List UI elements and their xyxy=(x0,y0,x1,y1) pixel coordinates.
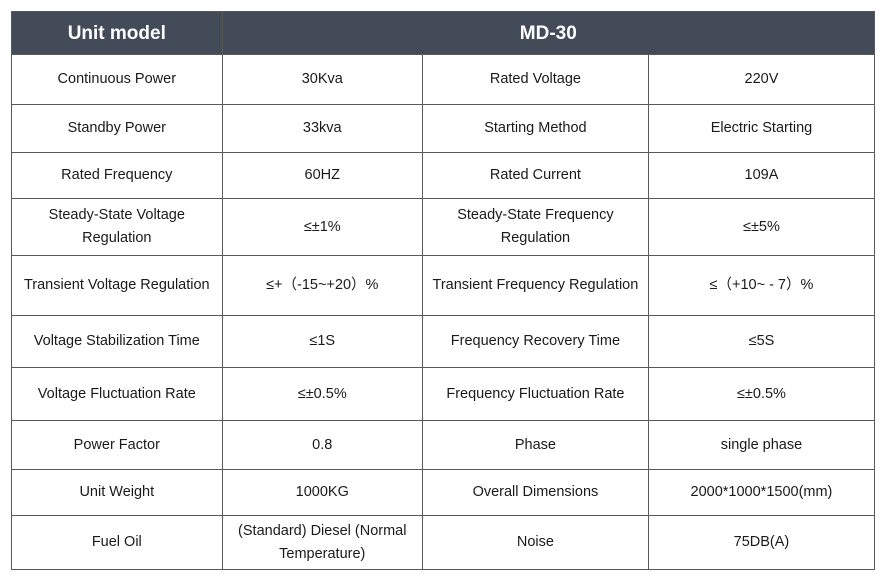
row-label-right: Noise xyxy=(421,515,649,570)
row-value-right: 220V xyxy=(647,54,876,105)
row-value-left: 60HZ xyxy=(221,152,423,199)
table-row: Standby Power 33kva Starting Method Elec… xyxy=(11,104,876,153)
row-value-left: ≤1S xyxy=(221,315,423,368)
row-label-left: Transient Voltage Regulation xyxy=(11,255,223,316)
row-value-right: 109A xyxy=(647,152,876,199)
row-label-right: Starting Method xyxy=(421,104,649,153)
table-row: Steady-State Voltage Regulation ≤±1% Ste… xyxy=(11,198,876,256)
row-value-left: (Standard) Diesel (Normal Temperature) xyxy=(221,515,423,570)
table-row: Power Factor 0.8 Phase single phase xyxy=(11,420,876,470)
header-row: Unit model MD-30 xyxy=(11,11,876,55)
row-label-left: Continuous Power xyxy=(11,54,223,105)
row-value-right: 2000*1000*1500(mm) xyxy=(647,469,876,516)
row-value-right: ≤（+10~ - 7）% xyxy=(647,255,876,316)
table-row: Fuel Oil (Standard) Diesel (Normal Tempe… xyxy=(11,515,876,570)
row-label-right: Transient Frequency Regulation xyxy=(421,255,649,316)
row-label-left: Power Factor xyxy=(11,420,223,470)
row-label-left: Rated Frequency xyxy=(11,152,223,199)
row-label-right: Frequency Fluctuation Rate xyxy=(421,367,649,421)
row-label-right: Rated Current xyxy=(421,152,649,199)
row-label-right: Steady-State Frequency Regulation xyxy=(421,198,649,256)
row-label-right: Phase xyxy=(421,420,649,470)
table-row: Voltage Fluctuation Rate ≤±0.5% Frequenc… xyxy=(11,367,876,421)
unit-model-value: MD-30 xyxy=(221,11,876,55)
row-label-left: Fuel Oil xyxy=(11,515,223,570)
row-value-left: 0.8 xyxy=(221,420,423,470)
row-value-left: ≤±1% xyxy=(221,198,423,256)
row-label-left: Voltage Fluctuation Rate xyxy=(11,367,223,421)
row-label-left: Standby Power xyxy=(11,104,223,153)
table-row: Continuous Power 30Kva Rated Voltage 220… xyxy=(11,54,876,105)
table-row: Rated Frequency 60HZ Rated Current 109A xyxy=(11,152,876,199)
table-row: Transient Voltage Regulation ≤+（-15~+20）… xyxy=(11,255,876,316)
row-value-left: ≤+（-15~+20）% xyxy=(221,255,423,316)
row-label-left: Unit Weight xyxy=(11,469,223,516)
row-value-right: ≤±0.5% xyxy=(647,367,876,421)
row-value-left: 1000KG xyxy=(221,469,423,516)
unit-model-label: Unit model xyxy=(11,11,223,55)
spec-table: Unit model MD-30 Continuous Power 30Kva … xyxy=(11,11,876,570)
row-value-right: Electric Starting xyxy=(647,104,876,153)
row-label-left: Voltage Stabilization Time xyxy=(11,315,223,368)
row-value-left: 30Kva xyxy=(221,54,423,105)
row-label-left: Steady-State Voltage Regulation xyxy=(11,198,223,256)
row-value-right: single phase xyxy=(647,420,876,470)
table-row: Unit Weight 1000KG Overall Dimensions 20… xyxy=(11,469,876,516)
row-label-right: Rated Voltage xyxy=(421,54,649,105)
row-value-right: ≤±5% xyxy=(647,198,876,256)
table-row: Voltage Stabilization Time ≤1S Frequency… xyxy=(11,315,876,368)
row-value-left: ≤±0.5% xyxy=(221,367,423,421)
row-value-right: ≤5S xyxy=(647,315,876,368)
row-value-left: 33kva xyxy=(221,104,423,153)
row-label-right: Overall Dimensions xyxy=(421,469,649,516)
row-value-right: 75DB(A) xyxy=(647,515,876,570)
row-label-right: Frequency Recovery Time xyxy=(421,315,649,368)
